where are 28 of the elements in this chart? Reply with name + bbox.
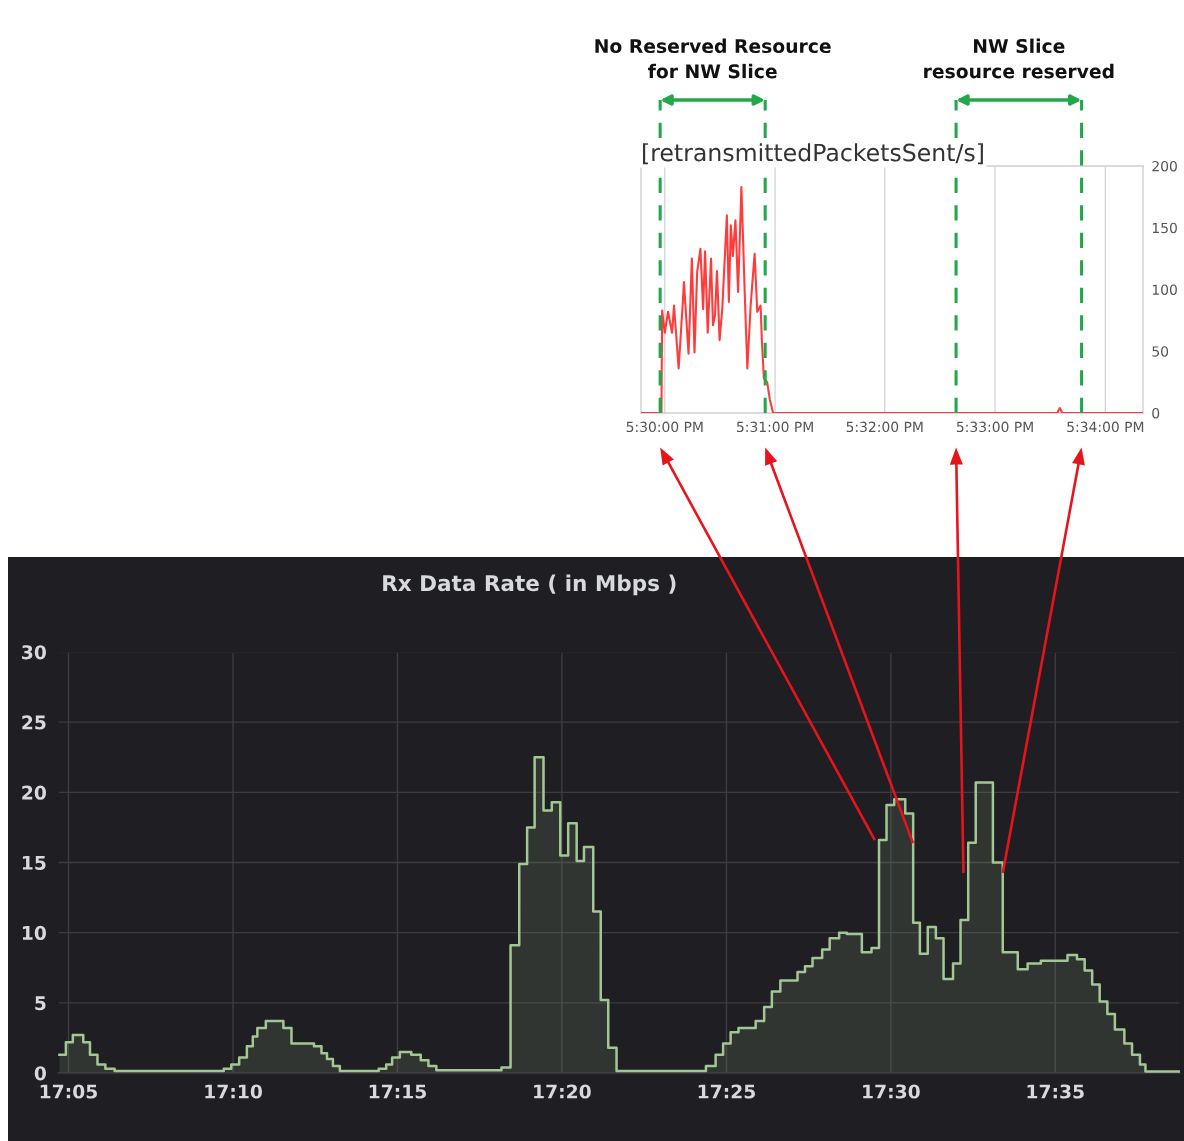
y-tick-label: 0 <box>34 1066 46 1081</box>
x-tick-label: 17:35 <box>1027 1084 1084 1099</box>
x-tick-label: 17:30 <box>863 1084 920 1099</box>
x-tick-label: 17:05 <box>40 1084 97 1099</box>
x-tick-label: 5:31:00 PM <box>737 421 813 433</box>
y-tick-label: 50 <box>1152 346 1169 357</box>
y-tick-label: 10 <box>22 925 46 941</box>
y-tick-label: 100 <box>1152 284 1177 295</box>
x-tick-label: 17:10 <box>205 1084 263 1099</box>
y-tick-label: 25 <box>22 715 46 730</box>
y-tick-label: 30 <box>22 645 46 660</box>
chart-title: [retransmittedPacketsSent/s] <box>643 143 983 165</box>
x-tick-label: 5:33:00 PM <box>956 421 1033 433</box>
chart-title: Rx Data Rate ( in Mbps ) <box>383 574 676 596</box>
x-tick-label: 5:32:00 PM <box>846 421 923 433</box>
text: No Reserved Resource for NW Slice <box>595 38 831 79</box>
x-tick-label: 17:25 <box>698 1084 755 1099</box>
x-tick-label: 5:30:00 PM <box>626 421 703 433</box>
y-tick-label: 150 <box>1152 222 1177 234</box>
y-tick-label: 5 <box>35 996 46 1011</box>
y-tick-label: 15 <box>22 855 46 870</box>
x-tick-label: 17:20 <box>534 1084 591 1099</box>
y-tick-label: 200 <box>1152 160 1177 172</box>
x-tick-label: 5:34:00 PM <box>1067 421 1144 433</box>
y-tick-label: 20 <box>22 785 46 800</box>
x-tick-label: 17:15 <box>369 1084 426 1099</box>
text: NW Slice resource reserved <box>924 38 1114 79</box>
y-tick-label: 0 <box>1152 407 1160 419</box>
